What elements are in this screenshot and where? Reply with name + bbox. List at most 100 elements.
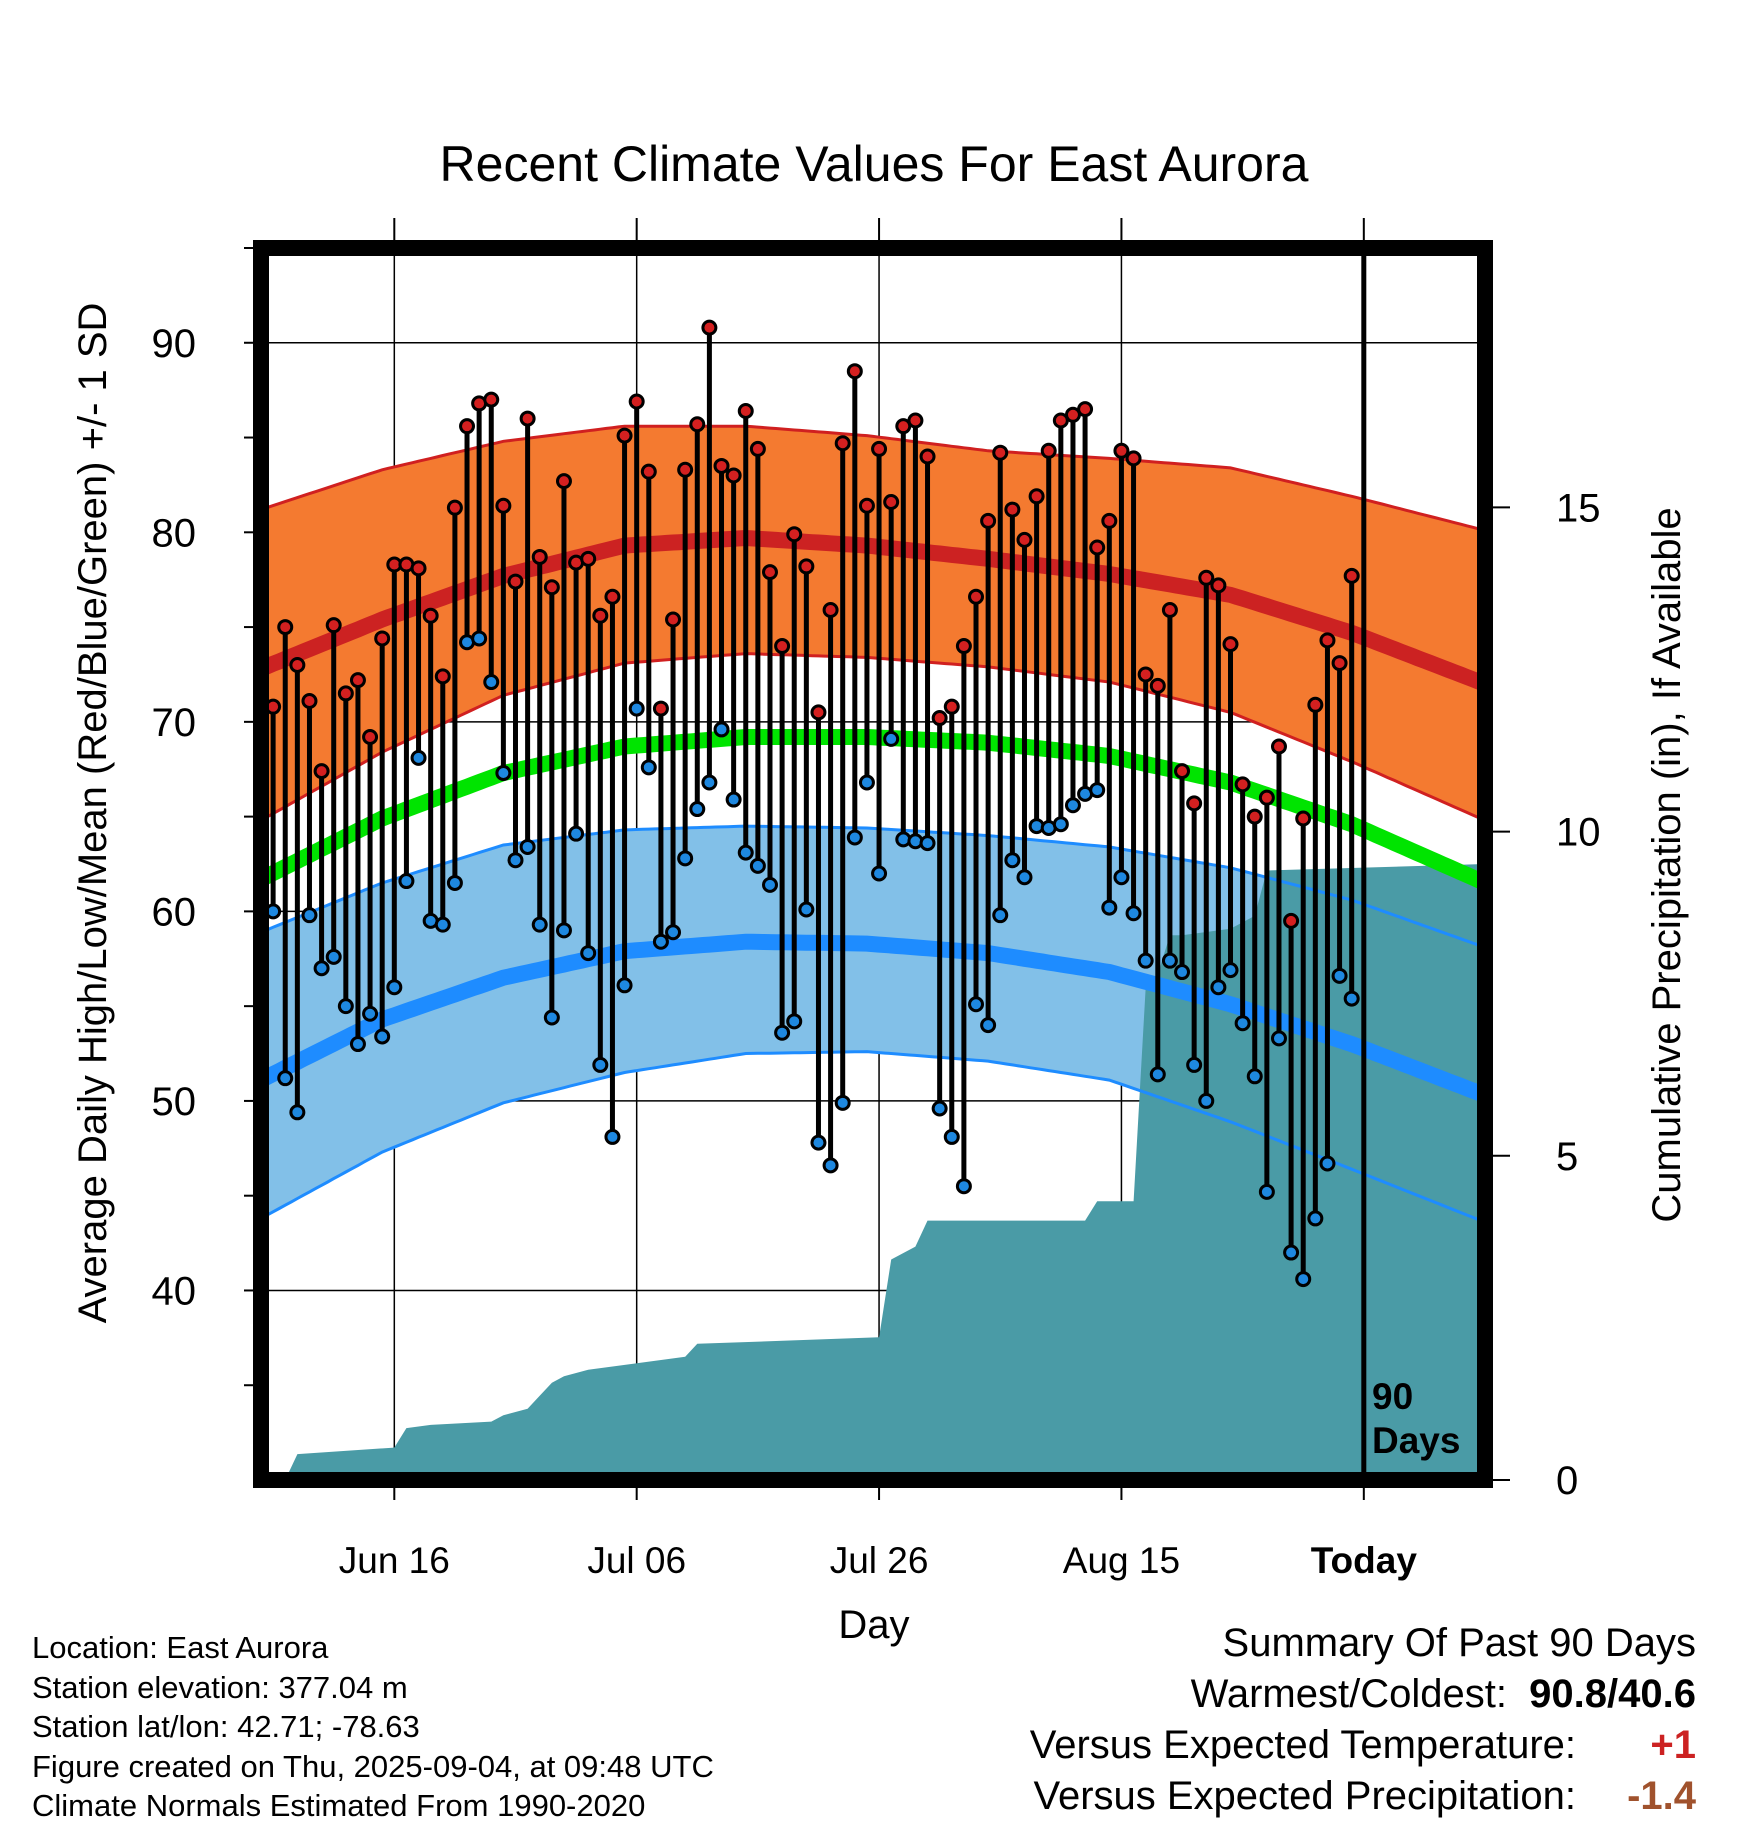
high-point (1343, 567, 1360, 584)
warm-cold-label: Warmest/Coldest: (1190, 1672, 1507, 1716)
high-point (834, 435, 851, 452)
high-point (325, 617, 342, 634)
low-point (507, 852, 524, 869)
low-point (616, 977, 633, 994)
low-point (1101, 899, 1118, 916)
high-point (531, 548, 548, 565)
high-point (640, 463, 657, 480)
low-point (289, 1104, 306, 1121)
low-point (822, 1157, 839, 1174)
high-point (1331, 655, 1348, 672)
high-point (1283, 912, 1300, 929)
high-point (434, 668, 451, 685)
low-point (883, 730, 900, 747)
high-point (749, 440, 766, 457)
high-point (774, 638, 791, 655)
temp-label: Versus Expected Temperature: (1029, 1723, 1576, 1767)
normals-text: Climate Normals Estimated From 1990-2020 (32, 1788, 646, 1823)
y-tick-label: 70 (152, 701, 197, 745)
low-point (761, 876, 778, 893)
y-tick-label: 80 (152, 511, 197, 555)
precip-row: Versus Expected Precipitation: -1.4 (1030, 1771, 1696, 1822)
low-point (555, 922, 572, 939)
high-point (1198, 569, 1215, 586)
low-point (483, 674, 500, 691)
high-point (1234, 776, 1251, 793)
high-point (1186, 795, 1203, 812)
high-point (798, 558, 815, 575)
low-point (398, 873, 415, 890)
low-point (628, 700, 645, 717)
high-point (483, 391, 500, 408)
low-point (1307, 1210, 1324, 1227)
high-point (701, 319, 718, 336)
low-point (349, 1036, 366, 1053)
low-point (652, 933, 669, 950)
high-point (1174, 763, 1191, 780)
low-point (410, 749, 427, 766)
low-point (871, 865, 888, 882)
y-tick-label: 50 (152, 1080, 197, 1124)
high-point (665, 611, 682, 628)
low-point (1125, 905, 1142, 922)
low-point (446, 874, 463, 891)
y2-tick-label: 10 (1556, 811, 1601, 855)
low-point (665, 924, 682, 941)
low-point (737, 844, 754, 861)
low-point (798, 901, 815, 918)
x-tick-label: Today (1311, 1540, 1418, 1581)
high-point (1149, 677, 1166, 694)
precip-label: Versus Expected Precipitation: (1033, 1774, 1576, 1818)
low-point (713, 721, 730, 738)
created-text: Figure created on Thu, 2025-09-04, at 09… (32, 1748, 714, 1784)
low-point (1258, 1183, 1275, 1200)
high-point (919, 448, 936, 465)
x-tick-label: Jun 16 (339, 1540, 450, 1581)
high-point (943, 698, 960, 715)
high-point (931, 710, 948, 727)
low-point (774, 1024, 791, 1041)
warm-cold-row: Warmest/Coldest: 90.8/40.6 (1030, 1669, 1696, 1720)
high-point (349, 672, 366, 689)
low-point (1089, 782, 1106, 799)
low-point (1174, 964, 1191, 981)
low-point (846, 829, 863, 846)
low-point (543, 1009, 560, 1026)
low-point (810, 1134, 827, 1151)
high-point (1307, 696, 1324, 713)
high-point (1258, 789, 1275, 806)
high-point (1125, 450, 1142, 467)
high-point (955, 638, 972, 655)
high-point (1004, 501, 1021, 518)
low-point (992, 907, 1009, 924)
low-point (313, 960, 330, 977)
high-point (337, 685, 354, 702)
high-point (446, 499, 463, 516)
elevation-text: Station elevation: 377.04 m (32, 1669, 408, 1705)
low-point (1270, 1030, 1287, 1047)
high-point (604, 588, 621, 605)
high-point (580, 550, 597, 567)
summary-heading: Summary Of Past 90 Days (1222, 1621, 1696, 1665)
high-lower-edge (261, 652, 1485, 822)
low-point (519, 838, 536, 855)
high-point (616, 427, 633, 444)
low-lower-edge (261, 1050, 1485, 1224)
low-point (325, 948, 342, 965)
low-point (277, 1070, 294, 1087)
low-point (1113, 869, 1130, 886)
precip-value: -1.4 (1627, 1774, 1696, 1818)
y-tick-label: 60 (152, 890, 197, 934)
low-point (386, 979, 403, 996)
low-point (1198, 1092, 1215, 1109)
y-tick-label: 40 (152, 1269, 197, 1313)
station-info: Location: East Aurora Station elevation:… (32, 1628, 714, 1826)
low-point (968, 996, 985, 1013)
low-point (1295, 1271, 1312, 1288)
high-point (507, 573, 524, 590)
high-point (313, 763, 330, 780)
low-point (786, 1013, 803, 1030)
high-point (980, 512, 997, 529)
x-tick-label: Jul 06 (587, 1540, 686, 1581)
